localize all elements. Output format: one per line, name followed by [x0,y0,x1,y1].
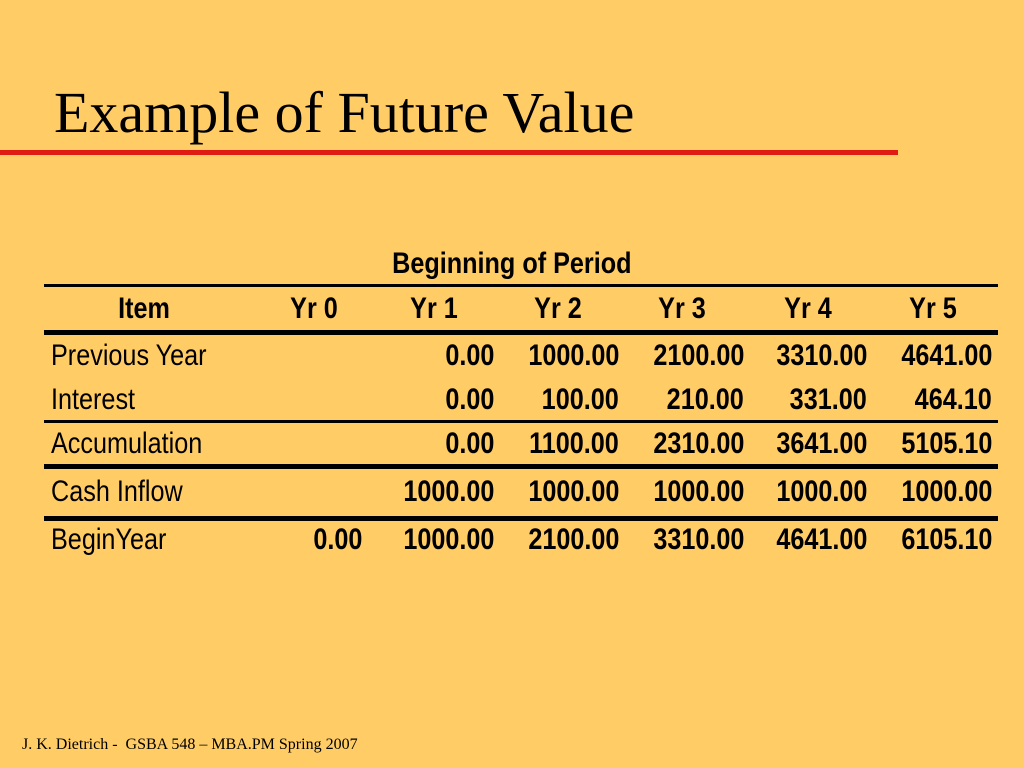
value-cell: 1000.00 [900,475,992,508]
table-caption: Beginning of Period [392,247,632,280]
value-cell: 3310.00 [775,339,867,372]
header-cell: Yr 2 [534,292,582,325]
value-cell: 210.00 [666,383,744,416]
value-cell: 1000.00 [402,475,494,508]
title-underline [0,150,898,155]
value-cell: 2100.00 [652,339,744,372]
value-cell: 464.10 [914,383,992,416]
table-rule [44,464,998,469]
value-cell: 1000.00 [652,475,744,508]
value-cell: 4641.00 [900,339,992,372]
value-cell: 0.00 [312,523,362,556]
value-cell: 0.00 [444,339,494,372]
table-rule [44,420,998,423]
value-cell: 2100.00 [527,523,619,556]
slide-title: Example of Future Value [54,80,635,145]
value-cell: 1000.00 [775,475,867,508]
header-cell: Yr 5 [909,292,957,325]
value-cell: 1000.00 [527,475,619,508]
table-rule [44,330,998,335]
value-cell: 1100.00 [529,427,619,460]
value-cell: 0.00 [444,383,494,416]
value-cell: 1000.00 [402,523,494,556]
row-label: Previous Year [51,339,207,372]
header-cell: Item [118,292,170,325]
row-label: BeginYear [51,523,167,556]
header-cell: Yr 1 [410,292,458,325]
value-cell: 0.00 [444,427,494,460]
row-label: Cash Inflow [51,475,183,508]
row-label: Accumulation [51,427,203,460]
header-cell: Yr 3 [658,292,706,325]
value-cell: 3641.00 [775,427,867,460]
table-rule [44,516,998,521]
value-cell: 5105.10 [900,427,992,460]
table-rule [44,284,998,287]
value-cell: 331.00 [789,383,867,416]
value-cell: 100.00 [541,383,619,416]
slide-footer: J. K. Dietrich - GSBA 548 – MBA.PM Sprin… [22,736,358,753]
value-cell: 3310.00 [652,523,744,556]
header-cell: Yr 4 [784,292,832,325]
value-cell: 4641.00 [775,523,867,556]
header-cell: Yr 0 [290,292,338,325]
value-cell: 6105.10 [900,523,992,556]
value-cell: 2310.00 [652,427,744,460]
row-label: Interest [51,383,136,416]
value-cell: 1000.00 [527,339,619,372]
